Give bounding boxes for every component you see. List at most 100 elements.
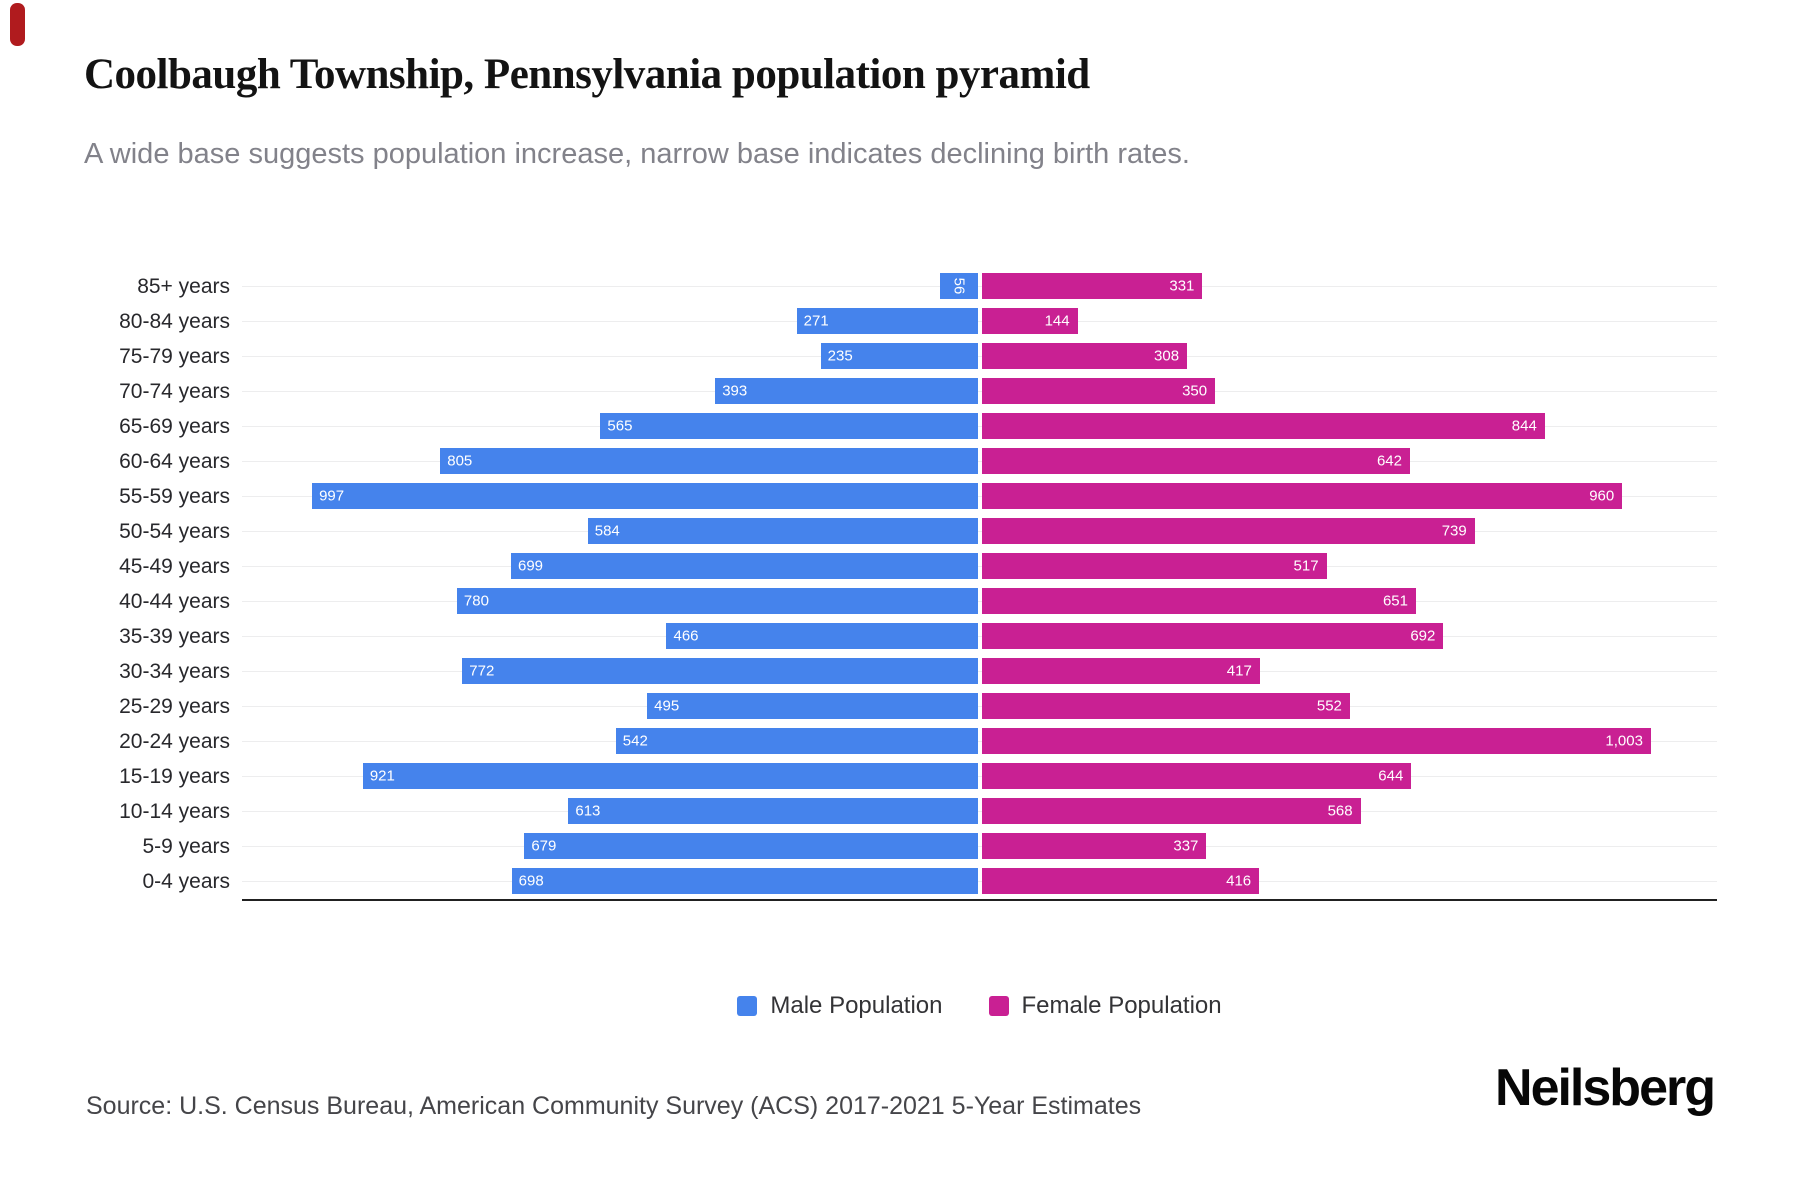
gridline — [242, 846, 1717, 847]
male-bar: 271 — [796, 308, 978, 334]
age-group-label: 0-4 years — [142, 869, 230, 893]
male-bar: 699 — [510, 553, 978, 579]
age-group-label: 25-29 years — [119, 694, 230, 718]
male-bar: 997 — [312, 483, 978, 509]
female-bar: 960 — [981, 483, 1623, 509]
male-bar-value: 542 — [622, 732, 648, 750]
female-bar-value: 417 — [1226, 662, 1252, 680]
female-bar: 642 — [981, 448, 1410, 474]
pyramid-row: 55-59 years 997 960 — [119, 479, 1717, 514]
female-bar: 517 — [981, 553, 1327, 579]
male-bar-value: 805 — [447, 452, 473, 470]
recording-indicator-artifact — [10, 3, 25, 46]
female-bar-value: 739 — [1441, 522, 1467, 540]
gridline — [242, 671, 1717, 672]
female-bar-value: 331 — [1169, 277, 1195, 295]
male-bar: 393 — [715, 378, 978, 404]
female-bar-value: 552 — [1316, 697, 1342, 715]
female-bar-value: 350 — [1182, 382, 1208, 400]
male-bar: 565 — [600, 413, 978, 439]
gridline — [242, 741, 1717, 742]
female-bar-value: 416 — [1226, 872, 1252, 890]
female-bar-value: 651 — [1382, 592, 1408, 610]
pyramid-row: 10-14 years 613 568 — [119, 794, 1717, 829]
gridline — [242, 496, 1717, 497]
female-bar-value: 692 — [1410, 627, 1436, 645]
age-group-label: 20-24 years — [119, 729, 230, 753]
male-bar-value: 780 — [463, 592, 489, 610]
female-bar-value: 644 — [1378, 767, 1404, 785]
age-group-label: 70-74 years — [119, 379, 230, 403]
female-bar: 350 — [981, 378, 1216, 404]
male-bar-value: 921 — [369, 767, 395, 785]
chart-title: Coolbaugh Township, Pennsylvania populat… — [84, 51, 1090, 98]
age-group-label: 85+ years — [137, 274, 230, 298]
chart-legend: Male Population Female Population — [242, 989, 1717, 1023]
male-bar-value: 772 — [469, 662, 495, 680]
age-group-label: 50-54 years — [119, 519, 230, 543]
female-bar: 337 — [981, 833, 1207, 859]
legend-item-male[interactable]: Male Population — [737, 992, 943, 1020]
female-bar-value: 308 — [1154, 347, 1180, 365]
brand-logo: Neilsberg — [1495, 1059, 1716, 1117]
gridline — [242, 566, 1717, 567]
gridline — [242, 286, 1717, 287]
gridline — [242, 321, 1717, 322]
gridline — [242, 776, 1717, 777]
male-bar: 495 — [647, 693, 978, 719]
pyramid-row: 25-29 years 495 552 — [119, 689, 1717, 724]
female-bar-value: 517 — [1293, 557, 1319, 575]
gridline — [242, 636, 1717, 637]
gridline — [242, 601, 1717, 602]
male-bar: 542 — [615, 728, 978, 754]
female-bar: 417 — [981, 658, 1260, 684]
gridline — [242, 391, 1717, 392]
pyramid-row: 40-44 years 780 651 — [119, 584, 1717, 619]
chart-subtitle: A wide base suggests population increase… — [84, 138, 1190, 170]
age-group-label: 35-39 years — [119, 624, 230, 648]
female-bar: 568 — [981, 798, 1361, 824]
male-bar: 772 — [462, 658, 978, 684]
male-bar: 921 — [362, 763, 978, 789]
female-bar: 416 — [981, 868, 1260, 894]
legend-item-female[interactable]: Female Population — [988, 992, 1222, 1020]
female-bar: 739 — [981, 518, 1475, 544]
male-bar-value: 565 — [607, 417, 633, 435]
female-bar: 552 — [981, 693, 1350, 719]
female-bar-value: 844 — [1511, 417, 1537, 435]
age-group-label: 5-9 years — [142, 834, 230, 858]
pyramid-row: 5-9 years 679 337 — [142, 829, 1717, 864]
male-bar-value: 393 — [722, 382, 748, 400]
male-bar-value: 699 — [517, 557, 544, 575]
female-bar: 144 — [981, 308, 1078, 334]
pyramid-row: 20-24 years 542 1,003 — [119, 724, 1717, 759]
age-group-label: 40-44 years — [119, 589, 230, 613]
pyramid-row: 15-19 years 921 644 — [119, 759, 1717, 794]
female-bar: 644 — [981, 763, 1412, 789]
male-bar: 466 — [666, 623, 978, 649]
male-bar: 679 — [524, 833, 978, 859]
gridline — [242, 461, 1717, 462]
pyramid-row: 50-54 years 584 739 — [119, 514, 1717, 549]
male-bar-value: 997 — [319, 487, 345, 505]
age-group-label: 75-79 years — [119, 344, 230, 368]
male-bar: 805 — [440, 448, 978, 474]
male-bar: 780 — [456, 588, 978, 614]
male-bar-value: 584 — [594, 522, 620, 540]
gridline — [242, 426, 1717, 427]
female-bar-value: 568 — [1327, 802, 1353, 820]
pyramid-row: 35-39 years 466 692 — [119, 619, 1717, 654]
age-group-label: 45-49 years — [119, 554, 230, 578]
male-legend-swatch — [737, 996, 758, 1016]
female-bar: 651 — [981, 588, 1416, 614]
pyramid-row: 30-34 years 772 417 — [119, 654, 1717, 689]
male-bar-value: 466 — [673, 627, 699, 645]
male-bar-value: 235 — [827, 347, 853, 365]
male-bar: 613 — [568, 798, 978, 824]
female-legend-swatch — [988, 996, 1009, 1016]
female-bar-value: 960 — [1589, 487, 1615, 505]
male-legend-label: Male Population — [770, 992, 943, 1019]
male-bar: 56 — [940, 273, 978, 299]
age-group-label: 80-84 years — [119, 309, 230, 333]
